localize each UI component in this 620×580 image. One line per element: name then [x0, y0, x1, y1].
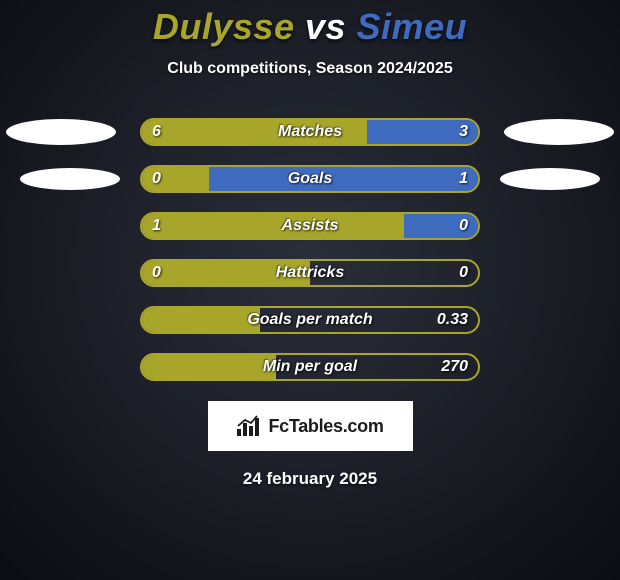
stat-row: Hattricks00 [0, 259, 620, 287]
bar-track [140, 306, 480, 334]
bar-track [140, 118, 480, 146]
stat-row: Min per goal270 [0, 353, 620, 381]
player-ellipse-left [6, 119, 116, 145]
bar-fill-left [142, 308, 260, 332]
bar-fill-left [142, 261, 310, 285]
player-ellipse-right [500, 168, 600, 190]
bar-fill-right [367, 120, 478, 144]
bar-fill-right [404, 214, 478, 238]
bar-fill-left [142, 355, 276, 379]
player-ellipse-right [504, 119, 614, 145]
stat-rows: Matches63 Goals01 Assists10 Hattricks00 Goal… [0, 118, 620, 381]
title-player1: Dulysse [153, 6, 295, 47]
bar-track [140, 259, 480, 287]
subtitle: Club competitions, Season 2024/2025 [0, 60, 620, 78]
stat-row: Goals per match0.33 [0, 306, 620, 334]
title-player2: Simeu [357, 6, 468, 47]
bar-fill-left [142, 120, 367, 144]
brand-bars-icon [236, 415, 262, 437]
stat-row: Goals01 [0, 165, 620, 193]
title-vs: vs [305, 6, 346, 47]
bar-track [140, 212, 480, 240]
bar-track [140, 353, 480, 381]
bar-fill-right [209, 167, 478, 191]
page-title: Dulysse vs Simeu [0, 0, 620, 48]
brand-box: FcTables.com [208, 401, 413, 451]
bar-fill-left [142, 167, 209, 191]
bar-fill-left [142, 214, 404, 238]
brand-text: FcTables.com [268, 416, 383, 437]
stat-row: Assists10 [0, 212, 620, 240]
bar-track [140, 165, 480, 193]
player-ellipse-left [20, 168, 120, 190]
stat-row: Matches63 [0, 118, 620, 146]
date: 24 february 2025 [0, 469, 620, 489]
content: Dulysse vs Simeu Club competitions, Seas… [0, 0, 620, 580]
